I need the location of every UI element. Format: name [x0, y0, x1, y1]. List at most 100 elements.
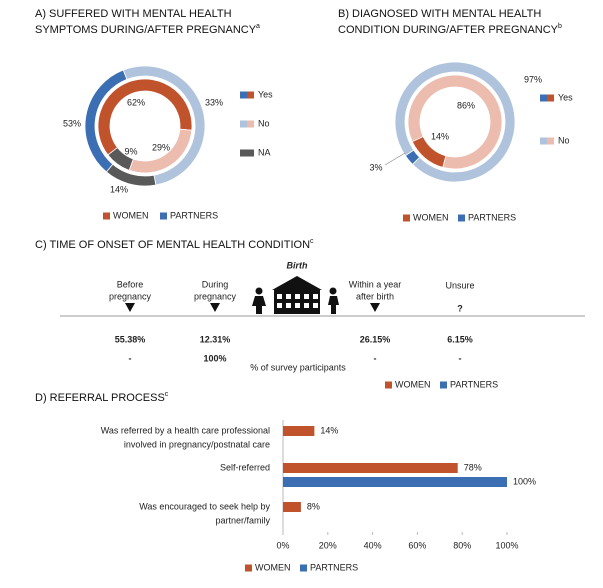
onset-marker [125, 303, 135, 312]
legend-swatch [458, 214, 465, 222]
hospital-roof [272, 276, 322, 290]
x-tick-label: 80% [453, 540, 471, 550]
x-tick-label: 0% [276, 540, 289, 550]
hospital-window [304, 303, 309, 308]
donut-segment [407, 74, 503, 170]
data-label: - [374, 353, 377, 363]
leader-line [384, 152, 406, 166]
hospital-window [304, 294, 309, 299]
data-label: 78% [464, 462, 482, 472]
person-head [329, 287, 337, 295]
legend-label: Yes [258, 89, 273, 99]
legend-label: PARTNERS [310, 562, 358, 572]
chart-title: C) TIME OF ONSET OF MENTAL HEALTH CONDIT… [35, 238, 314, 251]
bar [283, 426, 315, 436]
title-text: B) DIAGNOSED WITH MENTAL HEALTH [338, 8, 541, 20]
title-text: A) SUFFERED WITH MENTAL HEALTH [35, 8, 232, 20]
data-label: 14% [110, 184, 128, 194]
data-label: - [129, 353, 132, 363]
legend-label: No [558, 135, 570, 145]
data-label: 55.38% [115, 334, 146, 344]
legend-label: WOMEN [413, 212, 449, 222]
data-label: 100% [203, 353, 226, 363]
legend-swatch [160, 212, 167, 220]
hospital [274, 290, 320, 314]
legend-swatch [240, 149, 247, 157]
onset-marker [210, 303, 220, 312]
legend-label: WOMEN [255, 562, 291, 572]
donut-segment [107, 146, 134, 171]
title-superscript: b [558, 23, 562, 30]
data-label: 12.31% [200, 334, 231, 344]
person-head [255, 287, 263, 295]
bar [283, 477, 507, 487]
title-text: C) TIME OF ONSET OF MENTAL HEALTH CONDIT… [35, 239, 310, 251]
category-label: pregnancy [109, 291, 152, 301]
title-text: CONDITION DURING/AFTER PREGNANCY [338, 24, 559, 36]
legend-swatch [547, 94, 554, 102]
category-label: Before [117, 279, 144, 289]
hospital-window [295, 303, 300, 308]
x-tick-label: 40% [364, 540, 382, 550]
note: % of survey participants [250, 362, 346, 372]
chart-title: A) SUFFERED WITH MENTAL HEALTH [35, 8, 232, 20]
data-label: 53% [63, 118, 81, 128]
title-text: SYMPTOMS DURING/AFTER PREGNANCY [35, 24, 257, 36]
chart-title: B) DIAGNOSED WITH MENTAL HEALTH [338, 8, 541, 20]
person-body [328, 296, 339, 314]
legend-swatch [540, 94, 547, 102]
donut-segment [394, 61, 516, 183]
data-label: 6.15% [447, 334, 473, 344]
data-label: 97% [524, 74, 542, 84]
legend-label: WOMEN [395, 379, 431, 389]
category-label: Was referred by a health care profession… [101, 425, 270, 435]
legend-label: No [258, 118, 270, 128]
legend-swatch [247, 91, 254, 99]
legend-swatch [300, 564, 307, 572]
onset-marker [370, 303, 380, 312]
hospital-window [313, 294, 318, 299]
legend-label: Yes [558, 92, 573, 102]
legend-swatch [385, 381, 392, 389]
hospital-window [277, 294, 282, 299]
data-label: 86% [457, 100, 475, 110]
hospital-window [295, 294, 300, 299]
category-label: Within a year [349, 279, 402, 289]
category-label: pregnancy [194, 291, 237, 301]
legend-label: PARTNERS [170, 210, 218, 220]
legend-swatch [440, 381, 447, 389]
title-superscript: c [165, 391, 169, 398]
chart-title: SYMPTOMS DURING/AFTER PREGNANCYa [35, 23, 260, 36]
data-label: 14% [320, 425, 338, 435]
data-label: 26.15% [360, 334, 391, 344]
legend-label: WOMEN [113, 210, 149, 220]
birth-label: Birth [287, 260, 308, 270]
legend-label: NA [258, 147, 271, 157]
data-label: 3% [369, 162, 382, 172]
hospital-window [286, 303, 291, 308]
category-label: Self-referred [220, 462, 270, 472]
legend-swatch [245, 564, 252, 572]
legend-label: PARTNERS [450, 379, 498, 389]
unsure-symbol: ? [457, 303, 463, 313]
data-label: 29% [152, 142, 170, 152]
legend-swatch [547, 137, 554, 145]
data-label: 33% [205, 97, 223, 107]
chart-title: D) REFERRAL PROCESSc [35, 391, 169, 404]
legend-swatch [240, 91, 247, 99]
legend-swatch [240, 120, 247, 128]
legend-swatch [247, 120, 254, 128]
hospital-window [286, 294, 291, 299]
category-label: Unsure [445, 280, 474, 290]
person-body [252, 296, 266, 314]
legend-swatch [540, 137, 547, 145]
chart-title: CONDITION DURING/AFTER PREGNANCYb [338, 23, 562, 36]
category-label: involved in pregnancy/postnatal care [124, 439, 270, 449]
bar [283, 463, 458, 473]
donut-segment [97, 78, 193, 156]
category-label: partner/family [215, 515, 270, 525]
category-label: During [202, 279, 229, 289]
title-superscript: c [310, 238, 314, 245]
x-tick-label: 20% [319, 540, 337, 550]
x-tick-label: 100% [495, 540, 518, 550]
